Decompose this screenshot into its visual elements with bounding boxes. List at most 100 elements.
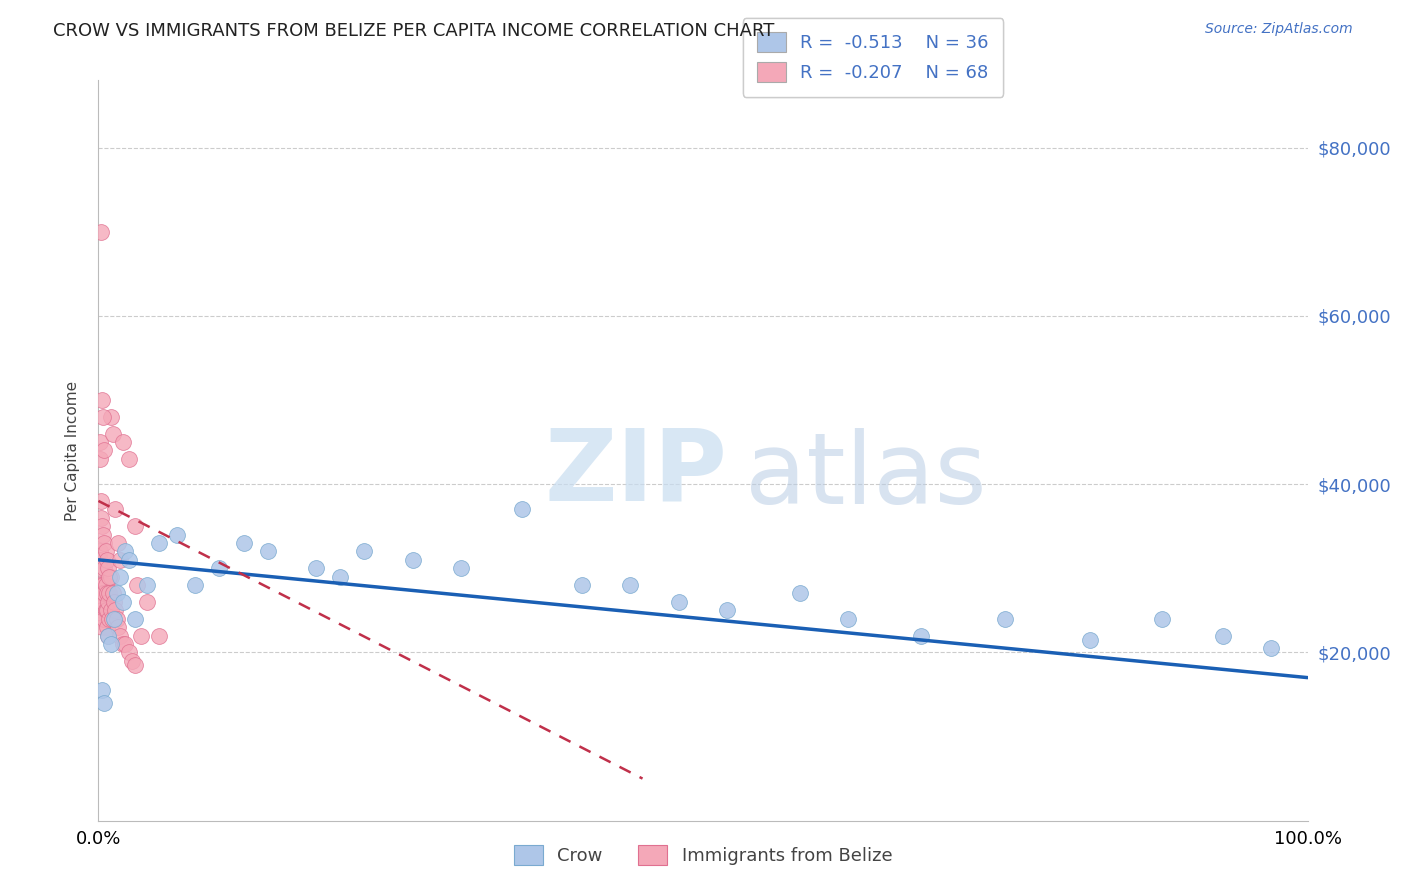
Point [716, 603, 738, 617]
Point [1078, 632, 1101, 647]
Point [108, 553, 131, 567]
Point [91, 620, 114, 634]
Point [510, 502, 533, 516]
Point [93, 586, 115, 600]
Point [107, 536, 129, 550]
Y-axis label: Per Capita Income: Per Capita Income [65, 380, 80, 521]
Point [121, 654, 143, 668]
Point [111, 435, 134, 450]
Point [94, 603, 117, 617]
Point [111, 595, 134, 609]
Point [97, 628, 120, 642]
Point [101, 426, 124, 441]
Point [104, 603, 127, 617]
Point [1152, 612, 1174, 626]
Point [107, 620, 129, 634]
Point [118, 645, 141, 659]
Point [353, 544, 375, 558]
Point [96, 620, 118, 634]
Point [789, 586, 811, 600]
Point [91, 595, 114, 609]
Point [103, 595, 125, 609]
Text: CROW VS IMMIGRANTS FROM BELIZE PER CAPITA INCOME CORRELATION CHART: CROW VS IMMIGRANTS FROM BELIZE PER CAPIT… [53, 22, 775, 40]
Point [135, 578, 157, 592]
Point [93, 561, 115, 575]
Text: atlas: atlas [745, 428, 987, 524]
Point [89, 578, 111, 592]
Point [127, 578, 149, 592]
Point [450, 561, 472, 575]
Point [91, 603, 114, 617]
Point [89, 451, 111, 466]
Text: ZIP: ZIP [544, 425, 727, 521]
Point [910, 628, 932, 642]
Point [124, 658, 146, 673]
Point [124, 612, 146, 626]
Point [90, 586, 112, 600]
Point [256, 544, 278, 558]
Point [91, 595, 114, 609]
Point [111, 637, 134, 651]
Point [93, 612, 115, 626]
Point [94, 544, 117, 558]
Point [90, 603, 112, 617]
Point [98, 586, 121, 600]
Point [104, 502, 127, 516]
Point [166, 527, 188, 541]
Point [89, 544, 111, 558]
Point [96, 603, 118, 617]
Point [108, 628, 131, 642]
Point [108, 569, 131, 583]
Point [91, 527, 114, 541]
Point [91, 612, 114, 626]
Point [114, 544, 136, 558]
Point [97, 595, 120, 609]
Point [97, 628, 120, 642]
Point [90, 494, 112, 508]
Text: Source: ZipAtlas.com: Source: ZipAtlas.com [1205, 22, 1353, 37]
Point [91, 392, 114, 407]
Point [118, 451, 141, 466]
Point [1260, 641, 1282, 656]
Point [91, 683, 114, 698]
Point [98, 569, 121, 583]
Point [114, 637, 136, 651]
Point [90, 578, 112, 592]
Point [668, 595, 690, 609]
Point [100, 603, 122, 617]
Point [148, 536, 170, 550]
Point [90, 225, 112, 239]
Point [148, 628, 170, 642]
Point [994, 612, 1017, 626]
Point [91, 586, 114, 600]
Point [571, 578, 593, 592]
Point [91, 578, 114, 592]
Point [89, 435, 111, 450]
Point [90, 595, 112, 609]
Point [100, 409, 122, 424]
Point [129, 628, 152, 642]
Point [135, 595, 157, 609]
Point [96, 586, 118, 600]
Point [105, 586, 128, 600]
Point [97, 561, 120, 575]
Point [118, 553, 141, 567]
Point [100, 612, 122, 626]
Point [837, 612, 859, 626]
Point [105, 612, 128, 626]
Point [93, 696, 115, 710]
Point [402, 553, 425, 567]
Point [100, 637, 122, 651]
Point [305, 561, 328, 575]
Point [91, 519, 114, 533]
Point [98, 612, 121, 626]
Point [208, 561, 231, 575]
Point [89, 561, 111, 575]
Point [619, 578, 641, 592]
Legend: R =  -0.513    N = 36, R =  -0.207    N = 68: R = -0.513 N = 36, R = -0.207 N = 68 [742, 18, 1004, 96]
Point [100, 569, 122, 583]
Point [91, 409, 114, 424]
Point [232, 536, 254, 550]
Point [89, 553, 111, 567]
Point [329, 569, 352, 583]
